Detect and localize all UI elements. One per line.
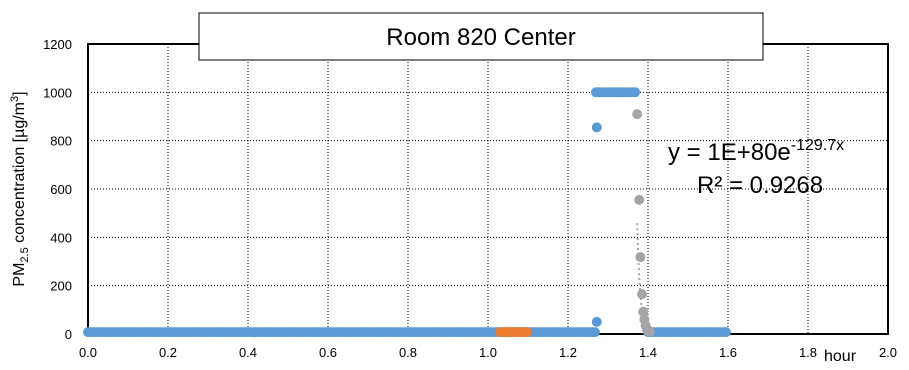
data-point (637, 289, 647, 300)
data-point (635, 252, 646, 263)
y-tick-label: 800 (50, 134, 72, 149)
x-tick-label: 1.2 (559, 345, 577, 360)
ylabel-prefix: PM (11, 263, 28, 287)
ylabel-middle: concentration [µg/m (11, 102, 28, 247)
trendline-equation: y = 1E+80e-129.7x (668, 137, 844, 166)
data-point (634, 194, 645, 205)
x-axis-unit: hour (824, 348, 857, 365)
x-tick-label: 0.2 (159, 345, 177, 360)
y-tick-labels: 0 200 400 600 800 1000 1200 (43, 37, 72, 342)
equation-main: y = 1E+80e (668, 139, 791, 166)
chart-title: Room 820 Center (386, 24, 575, 51)
x-tick-labels: 0.0 0.2 0.4 0.6 0.8 1.0 1.2 1.4 1.6 1.8 2.0 (79, 345, 897, 360)
gridlines (88, 44, 888, 334)
ylabel-subscript: 2.5 (19, 247, 31, 262)
data-point (591, 122, 602, 133)
x-tick-label: 1.6 (719, 345, 737, 360)
y-tick-label: 1000 (43, 85, 72, 100)
x-tick-label: 1.0 (479, 345, 497, 360)
data-point (522, 327, 532, 338)
y-tick-label: 200 (50, 279, 72, 294)
title-box (198, 12, 764, 61)
y-tick-label: 0 (65, 327, 72, 342)
data-point (591, 316, 602, 327)
x-tick-label: 0.0 (79, 345, 97, 360)
x-tick-label: 1.8 (799, 345, 817, 360)
equation-exponent: -129.7x (791, 137, 844, 154)
ylabel-suffix: ] (11, 91, 28, 95)
x-tick-label: 1.4 (639, 345, 657, 360)
trendline-r2: R² = 0.9268 (697, 172, 823, 199)
y-tick-label: 600 (50, 182, 72, 197)
data-point (632, 109, 643, 120)
trendline (636, 223, 653, 335)
y-axis-label: PM2.5 concentration [µg/m3] (9, 91, 31, 286)
x-tick-label: 2.0 (879, 345, 897, 360)
x-tick-label: 0.4 (239, 345, 257, 360)
data-point (721, 327, 731, 338)
data-markers (83, 87, 731, 338)
y-tick-label: 1200 (43, 37, 72, 52)
data-point (590, 327, 600, 338)
data-point (638, 306, 649, 317)
x-tick-label: 0.8 (399, 345, 417, 360)
data-point (630, 87, 640, 98)
x-tick-label: 0.6 (319, 345, 337, 360)
ylabel-superscript: 3 (9, 96, 21, 102)
y-tick-label: 400 (50, 230, 72, 245)
